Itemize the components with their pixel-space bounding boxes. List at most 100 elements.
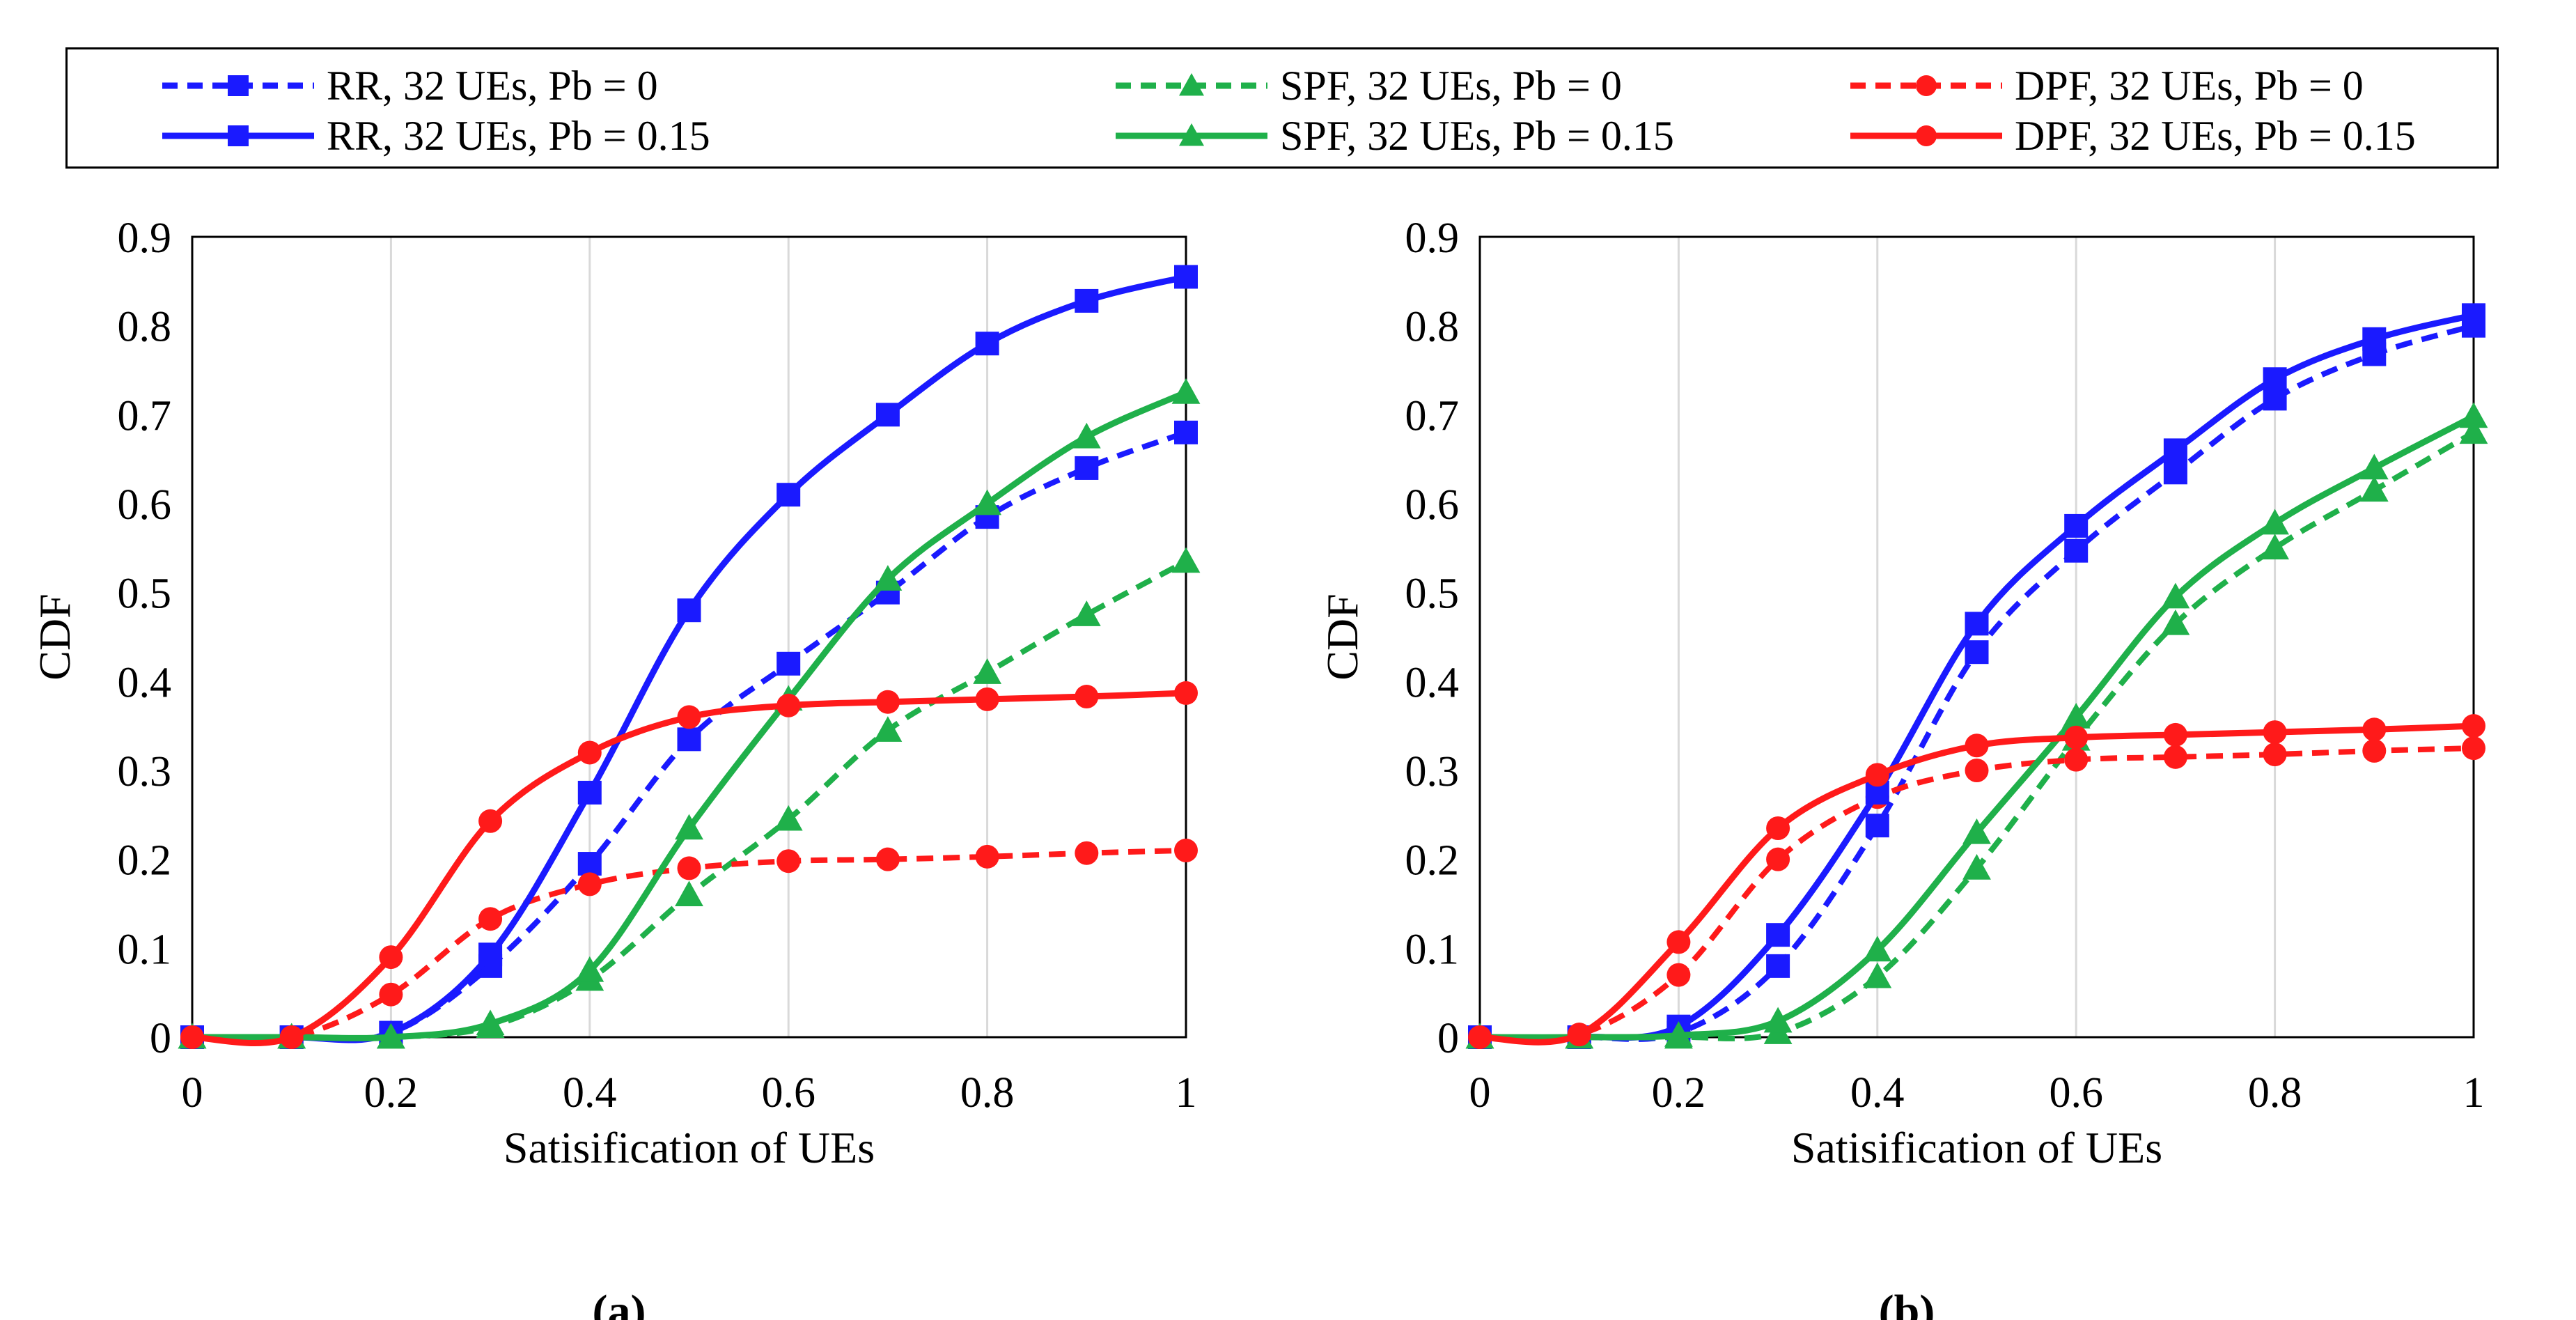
chart-b-data-point bbox=[1766, 923, 1790, 947]
chart-b-series-rr-32-ues-pb-0 bbox=[1468, 313, 2485, 1049]
chart-a-data-point bbox=[377, 1023, 405, 1049]
legend-label: RR, 32 UEs, Pb = 0.15 bbox=[327, 113, 710, 159]
chart-b-data-point bbox=[1766, 954, 1790, 978]
chart-b-y-tick-label: 0.8 bbox=[1405, 304, 1460, 351]
chart-a-x-tick-label: 0.8 bbox=[960, 1069, 1015, 1117]
chart-a-data-point bbox=[975, 687, 999, 711]
chart-a-data-point bbox=[677, 705, 701, 729]
chart-b-x-tick-label: 0.2 bbox=[1652, 1069, 1706, 1117]
chart-b-data-point bbox=[1863, 962, 1892, 988]
chart-a-y-tick-label: 0.7 bbox=[118, 392, 172, 440]
chart-a-data-point bbox=[577, 852, 602, 876]
chart-a-data-point bbox=[975, 844, 999, 869]
chart-b-data-point bbox=[2459, 418, 2488, 444]
chart-b-data-point bbox=[2362, 738, 2387, 763]
chart-a-y-tick-label: 0.3 bbox=[118, 748, 172, 795]
chart-b-data-point bbox=[2263, 720, 2287, 745]
chart-b-data-point bbox=[1965, 733, 1989, 758]
chart-a-data-point bbox=[1075, 456, 1099, 480]
chart-a-data-point bbox=[774, 805, 803, 831]
chart-a-x-axis-label: Satisification of UEs bbox=[504, 1123, 875, 1172]
chart-b-y-axis-label: CDF bbox=[1318, 593, 1367, 681]
chart-b-data-point bbox=[2163, 438, 2187, 463]
chart-b-data-point bbox=[2359, 476, 2389, 502]
chart-a-y-tick-label: 0 bbox=[150, 1015, 171, 1062]
chart-b-data-point bbox=[2064, 725, 2089, 750]
chart-b-x-tick-label: 0.4 bbox=[1850, 1069, 1905, 1117]
legend-label: SPF, 32 UEs, Pb = 0 bbox=[1280, 63, 1622, 109]
chart-a-data-point bbox=[776, 849, 801, 873]
legend-marker-triangle bbox=[1179, 73, 1204, 96]
legend-marker-square bbox=[228, 75, 249, 96]
chart-b-plot-area bbox=[1478, 235, 2475, 1039]
chart-b-data-point bbox=[2263, 743, 2287, 767]
chart-a-data-point bbox=[973, 658, 1001, 684]
legend-entry-dpf-32-ues-pb-0-15: DPF, 32 UEs, Pb = 0.15 bbox=[1850, 113, 2416, 159]
chart-b-data-point bbox=[2061, 703, 2091, 729]
chart-b-data-point bbox=[1763, 1007, 1793, 1033]
chart-a-x-tick-label: 0.2 bbox=[364, 1069, 419, 1117]
chart-b-data-point bbox=[2161, 609, 2190, 635]
legend-entry-spf-32-ues-pb-0-15: SPF, 32 UEs, Pb = 0.15 bbox=[1116, 113, 1674, 159]
chart-b: 0 0.1 0.2 0.3 0.4 0.5 0.6 0.7 0.8 0.9 0 0.2 0.4 0.6 0.… bbox=[1318, 215, 2488, 1320]
chart-a-data-point bbox=[180, 1025, 204, 1049]
chart-a-series-rr-32-ues-pb-0-15 bbox=[180, 265, 1198, 1049]
chart-a-data-point bbox=[379, 945, 403, 970]
chart-b-data-point bbox=[1965, 640, 1989, 665]
chart-a-data-point bbox=[476, 1009, 505, 1036]
chart-b-series-line bbox=[1479, 311, 2475, 1041]
chart-b-data-point bbox=[1965, 612, 1989, 636]
chart-a-y-tick-label: 0.5 bbox=[118, 570, 172, 618]
chart-b-data-point bbox=[2261, 508, 2289, 535]
chart-a-data-point bbox=[875, 690, 900, 714]
chart-a-plot-area bbox=[191, 235, 1187, 1039]
legend-label: DPF, 32 UEs, Pb = 0 bbox=[2015, 63, 2364, 109]
chart-b-series-line bbox=[1479, 413, 2476, 1041]
chart-a-data-point bbox=[677, 598, 701, 623]
chart-b-series-spf-32-ues-pb-0-15 bbox=[1465, 402, 2488, 1049]
chart-a-data-point bbox=[1072, 422, 1101, 449]
chart-b-data-point bbox=[1666, 930, 1691, 954]
chart-b-series-line bbox=[1479, 323, 2475, 1042]
chart-b-data-point bbox=[2263, 367, 2287, 391]
chart-a: 0 0.1 0.2 0.3 0.4 0.5 0.6 0.7 0.8 0.9 0 0.2 0.4 0.6 0.… bbox=[30, 215, 1201, 1320]
chart-panel-a: 0 0.1 0.2 0.3 0.4 0.5 0.6 0.7 0.8 0.9 0 0.2 0.4 0.6 0.… bbox=[0, 188, 1288, 1320]
chart-a-series-dpf-32-ues-pb-0 bbox=[180, 838, 1198, 1049]
chart-a-data-point bbox=[1171, 378, 1201, 404]
chart-a-data-point bbox=[776, 693, 801, 717]
chart-b-data-point bbox=[1865, 814, 1889, 838]
chart-b-data-point bbox=[2462, 736, 2485, 761]
chart-b-y-tick-label: 0.7 bbox=[1405, 392, 1460, 440]
legend: RR, 32 UEs, Pb = 0 SPF, 32 UEs, Pb = 0 DPF… bbox=[65, 47, 2499, 169]
chart-a-data-point bbox=[873, 716, 903, 742]
legend-svg: RR, 32 UEs, Pb = 0 SPF, 32 UEs, Pb = 0 DPF… bbox=[162, 63, 2416, 159]
chart-b-data-point bbox=[1863, 935, 1892, 962]
chart-b-data-point bbox=[2064, 538, 2089, 563]
chart-b-data-point bbox=[2161, 582, 2190, 609]
chart-b-x-tick-label: 0.8 bbox=[2248, 1069, 2302, 1117]
chart-a-y-tick-label: 0.2 bbox=[118, 837, 172, 885]
chart-a-data-point bbox=[1075, 841, 1099, 865]
chart-b-y-tick-label: 0.5 bbox=[1405, 570, 1460, 618]
chart-b-y-tick-label: 0.4 bbox=[1405, 659, 1460, 706]
legend-marker-circle bbox=[1916, 125, 1937, 146]
chart-a-data-point bbox=[1075, 288, 1099, 313]
chart-a-data-point bbox=[478, 809, 503, 833]
chart-a-series-line bbox=[192, 274, 1187, 1043]
chart-b-x-tick-label: 1 bbox=[2463, 1069, 2485, 1117]
chart-b-data-point bbox=[2163, 745, 2187, 769]
chart-b-data-point bbox=[2462, 303, 2485, 327]
chart-a-y-tick-label: 0.1 bbox=[118, 926, 172, 973]
chart-a-data-point bbox=[1174, 420, 1198, 444]
chart-a-data-point bbox=[478, 907, 503, 931]
chart-a-y-tick-label: 0.9 bbox=[118, 215, 172, 262]
chart-a-series-spf-32-ues-pb-0-15 bbox=[178, 378, 1201, 1049]
chart-b-data-point bbox=[1962, 854, 1991, 880]
chart-b-data-point bbox=[1865, 763, 1889, 787]
legend-entry-rr-32-ues-pb-0-15: RR, 32 UEs, Pb = 0.15 bbox=[162, 113, 710, 159]
legend-entry-dpf-32-ues-pb-0: DPF, 32 UEs, Pb = 0 bbox=[1850, 63, 2364, 109]
legend-entry-rr-32-ues-pb-0: RR, 32 UEs, Pb = 0 bbox=[162, 63, 658, 109]
chart-b-y-tick-label: 0.3 bbox=[1405, 748, 1460, 795]
chart-b-data-point bbox=[2362, 717, 2387, 742]
legend-marker-square bbox=[228, 125, 249, 146]
